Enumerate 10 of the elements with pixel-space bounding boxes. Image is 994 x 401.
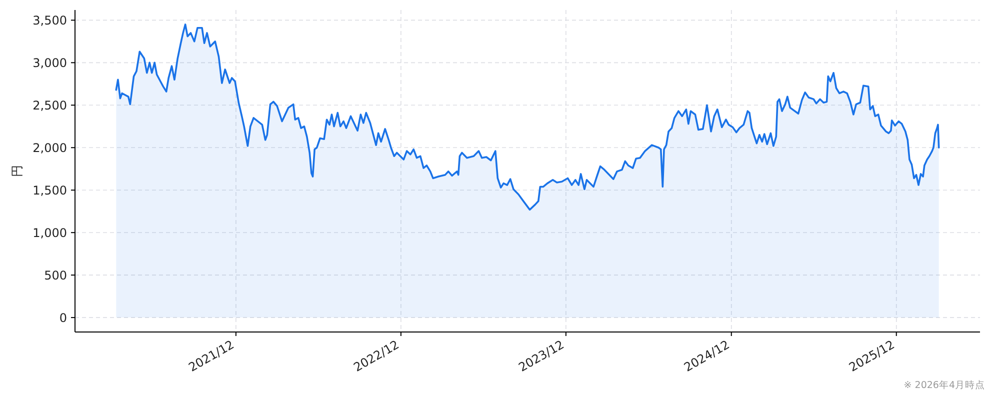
y-tick-label: 2,500 bbox=[32, 98, 67, 112]
y-tick-label: 3,500 bbox=[32, 13, 67, 28]
y-tick-label: 500 bbox=[44, 268, 67, 282]
y-tick-label: 1,500 bbox=[32, 183, 67, 198]
y-tick-label: 2,000 bbox=[32, 140, 67, 155]
text: ※ 2026年4月時点 bbox=[904, 379, 985, 391]
y-axis-title: 円 bbox=[10, 165, 24, 177]
y-tick-label: 3,000 bbox=[32, 56, 67, 70]
y-tick-label: 1,000 bbox=[32, 226, 67, 240]
y-tick-label: 0 bbox=[59, 310, 67, 325]
